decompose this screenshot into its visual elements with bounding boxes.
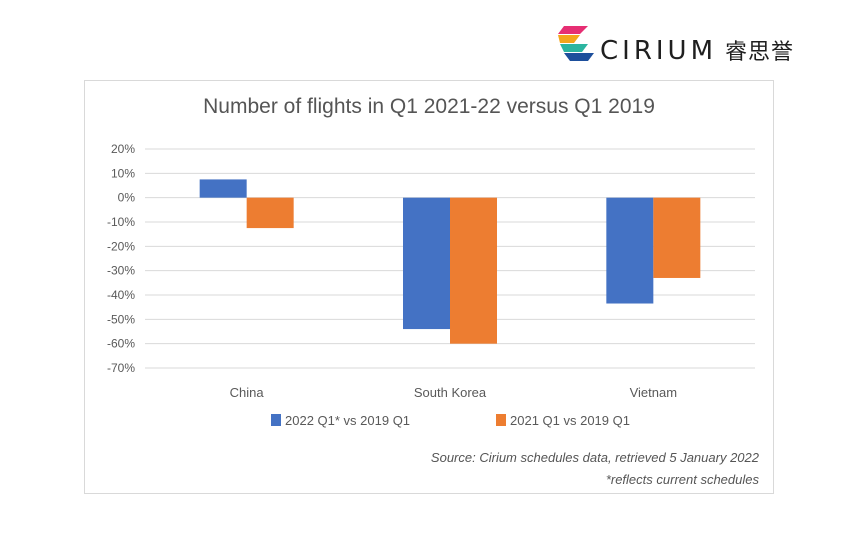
chart-frame: Number of flights in Q1 2021-22 versus Q… bbox=[84, 80, 774, 494]
logo-mark-stripe-pink bbox=[558, 26, 588, 34]
logo-name-cn: 睿思誉 bbox=[725, 40, 795, 65]
legend-swatch bbox=[271, 414, 281, 426]
logo-name: CIRIUM bbox=[600, 36, 718, 66]
logo-wordmark: CIRIUM 睿思誉 bbox=[600, 34, 794, 66]
logo-mark-stripe-blue bbox=[564, 53, 594, 61]
y-tick-label: -50% bbox=[107, 312, 135, 326]
y-tick-label: -70% bbox=[107, 361, 135, 375]
y-tick-label: 0% bbox=[118, 191, 136, 205]
legend-label: 2022 Q1* vs 2019 Q1 bbox=[285, 413, 410, 428]
cirium-logo-mark-icon bbox=[558, 26, 594, 61]
source-note: Source: Cirium schedules data, retrieved… bbox=[430, 450, 759, 465]
logo-mark-stripe-teal bbox=[560, 44, 588, 52]
y-tick-label: 20% bbox=[111, 142, 135, 156]
bar bbox=[450, 197, 497, 344]
bar bbox=[403, 197, 450, 330]
y-tick-label: 10% bbox=[111, 166, 135, 180]
logo-mark-stripe-yellow bbox=[558, 35, 580, 43]
legend-label: 2021 Q1 vs 2019 Q1 bbox=[510, 413, 630, 428]
bar bbox=[653, 197, 701, 278]
chart-title: Number of flights in Q1 2021-22 versus Q… bbox=[203, 95, 655, 118]
bar-chart: 20% 10% 0% -10% -20% -30% -40% -50% -60% -70% Chin… bbox=[107, 142, 755, 428]
bar bbox=[199, 179, 247, 198]
x-tick-label: Vietnam bbox=[630, 385, 677, 400]
legend-swatch bbox=[496, 414, 506, 426]
x-tick-label: South Korea bbox=[414, 385, 487, 400]
y-tick-label: -10% bbox=[107, 215, 135, 229]
bar bbox=[246, 197, 294, 229]
y-tick-label: -30% bbox=[107, 264, 135, 278]
x-tick-label: China bbox=[230, 385, 265, 400]
footnote: *reflects current schedules bbox=[605, 472, 759, 487]
y-tick-label: -40% bbox=[107, 288, 135, 302]
cirium-logo: CIRIUM 睿思誉 bbox=[558, 20, 818, 72]
bar bbox=[606, 197, 654, 304]
y-tick-label: -60% bbox=[107, 337, 135, 351]
y-tick-label: -20% bbox=[107, 239, 135, 253]
